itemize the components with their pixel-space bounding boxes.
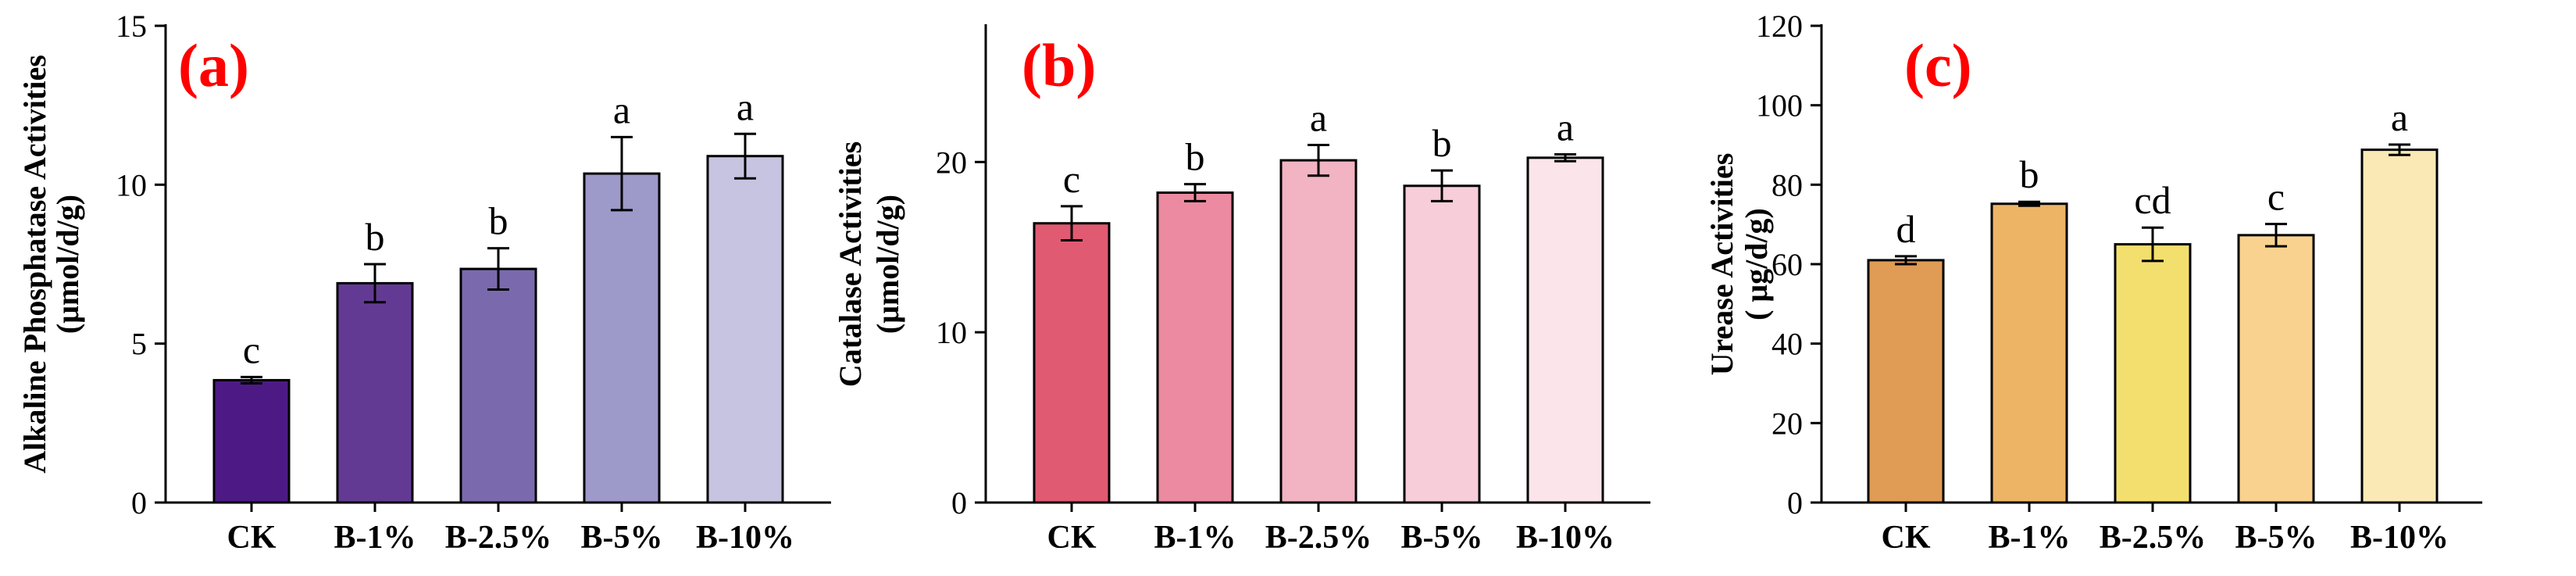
x-tick-label: B-2.5% [1265,520,1372,556]
x-tick-label: CK [227,520,277,556]
y-tick-label: 20 [1771,406,1803,441]
significance-label: b [366,215,385,259]
panel-label: (a) [178,31,249,99]
y-tick-label: 40 [1771,327,1803,362]
bar-B-2.5% [1279,159,1358,504]
panel-label: (b) [1022,31,1096,99]
bar-CK [212,378,291,504]
bar-B-5% [1403,184,1481,504]
chart-panel-1: c CK b B-1% b B-2.5% a B-5% a B-10% 0 5 10 15 Alkaline… [17,9,831,556]
y-tick-label: 0 [131,485,147,521]
panel-label: (c) [1904,31,1972,99]
chart-panel-3: d CK b B-1% cd B-2.5% c B-5% a B-10% 0 20 40 60 80 100 1… [1704,9,2482,556]
significance-label: a [613,88,630,131]
bar-B-10% [706,155,784,504]
y-axis-title: Catalase Activities [833,141,868,387]
significance-label: b [1186,135,1205,179]
bar-B-5% [583,172,661,504]
x-tick-label: B-2.5% [445,520,552,556]
significance-label: b [489,199,508,243]
bar-B-5% [2237,234,2315,504]
significance-label: b [1432,121,1452,165]
y-tick-label: 10 [936,315,967,350]
y-axis-unit: (μmol/d/g) [50,195,85,334]
significance-label: c [243,327,260,371]
x-tick-label: B-5% [1401,520,1483,556]
x-tick-label: CK [1047,520,1097,556]
bar-CK [1867,259,1945,504]
x-tick-label: B-2.5% [2100,520,2207,556]
significance-label: d [1896,207,1916,251]
x-tick-label: B-10% [696,520,794,556]
x-tick-label: B-1% [334,520,416,556]
bar-B-1% [1156,191,1234,504]
bar-B-1% [336,281,414,504]
bar-CK [1033,222,1111,504]
y-axis-unit: ( μg/d/g) [1739,208,1774,320]
y-tick-label: 120 [1756,9,1803,44]
chart-panel-2: c CK b B-1% a B-2.5% b B-5% a B-10% 0 10 20 Catalase … [833,24,1650,556]
y-axis-title: Urease Activities [1704,153,1739,376]
y-tick-label: 60 [1771,247,1803,282]
x-tick-label: CK [1882,520,1931,556]
significance-label: a [1310,96,1327,140]
significance-label: b [2020,152,2039,196]
y-axis-unit: (μmol/d/g) [870,195,905,334]
x-tick-label: B-10% [2350,520,2449,556]
significance-label: c [1063,157,1080,201]
significance-label: a [1557,105,1574,148]
significance-label: c [2267,175,2285,219]
bar-B-10% [1526,156,1604,504]
y-tick-label: 0 [951,485,967,521]
y-axis-title: Alkaline Phosphatase Activities [17,55,52,474]
bar-B-1% [1990,202,2068,504]
bar-B-10% [2360,148,2439,504]
x-tick-label: B-1% [1154,520,1236,556]
y-tick-label: 5 [131,327,147,362]
y-tick-label: 0 [1787,485,1803,521]
y-tick-label: 100 [1756,88,1803,123]
y-tick-label: 15 [116,9,147,44]
x-tick-label: B-10% [1516,520,1614,556]
x-tick-label: B-5% [581,520,663,556]
x-tick-label: B-1% [1989,520,2071,556]
bar-B-2.5% [459,267,537,504]
significance-label: cd [2134,178,2171,222]
y-tick-label: 20 [936,145,967,180]
significance-label: a [2391,95,2408,139]
significance-label: a [737,84,754,128]
y-tick-label: 10 [116,167,147,202]
x-tick-label: B-5% [2235,520,2317,556]
bar-B-2.5% [2114,243,2192,504]
y-tick-label: 80 [1771,167,1803,202]
